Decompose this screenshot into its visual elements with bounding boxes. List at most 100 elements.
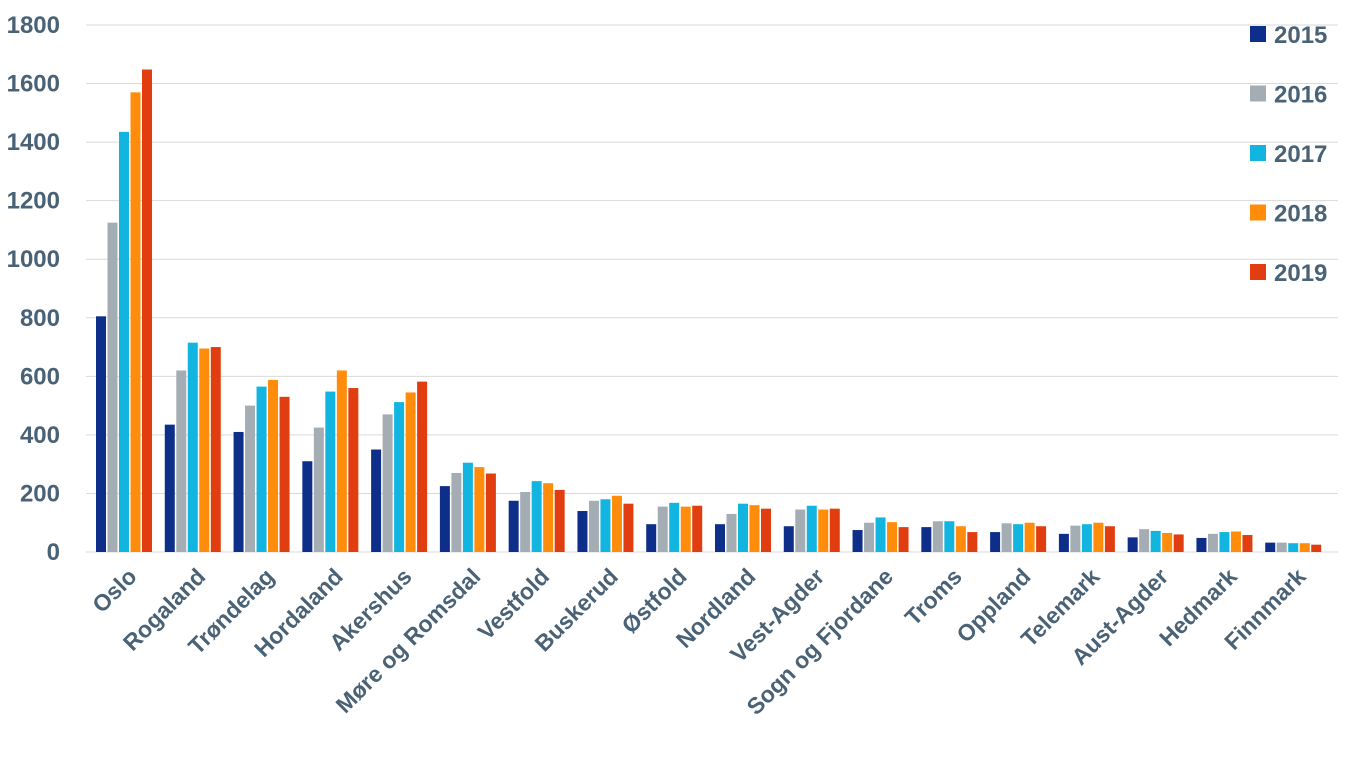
bar-2017-telemark [1081,524,1092,552]
bar-2018-møre-og-romsdal [474,467,485,552]
bar-2015-finnmark [1265,542,1276,552]
bar-2016-trøndelag [245,405,256,552]
bar-2018-troms [955,526,966,552]
bar-2016-møre-og-romsdal [451,472,462,552]
bar-2016-aust-agder [1139,529,1150,552]
bar-2019-oslo [142,69,152,552]
y-axis-ticks: 0 200 400 600 800 1000 1200 1400 1600 1800 [7,12,60,566]
bar-2019-trøndelag [279,396,290,552]
bar-2019-møre-og-romsdal [485,473,496,552]
bar-2019-østfold [692,505,703,552]
y-tick-label: 400 [20,422,60,449]
bar-2019-nordland [761,508,771,552]
bar-2017-sogn-og-fjordane [875,517,886,552]
bar-2018-sogn-og-fjordane [887,522,898,552]
bar-2018-trøndelag [268,379,279,552]
bar-2018-nordland [749,505,760,552]
bar-2017-finnmark [1288,543,1299,552]
bar-2017-rogaland [187,342,198,552]
legend-label: 2015 [1274,22,1327,49]
legend-swatch-2017 [1250,145,1266,161]
bar-2015-aust-agder [1127,537,1138,552]
bar-2015-rogaland [164,424,175,552]
bar-2019-hedmark [1242,535,1253,552]
y-tick-label: 0 [47,539,60,566]
bar-2017-akershus [394,402,405,552]
legend-swatch-2016 [1250,85,1266,102]
bar-2016-hedmark [1207,533,1218,552]
y-tick-label: 600 [20,363,60,390]
bar-2015-troms [921,527,932,552]
bar-2017-oppland [1013,524,1024,552]
bar-2016-vestfold [520,491,531,552]
bar-2018-rogaland [199,348,210,552]
legend-swatch-2019 [1250,264,1266,280]
legend-swatch-2015 [1250,26,1266,42]
bar-2017-buskerud [600,499,611,552]
bar-2017-vest-agder [806,505,817,552]
bar-2016-nordland [726,513,737,552]
bar-2019-aust-agder [1173,534,1184,552]
bar-2016-vest-agder [795,509,806,552]
legend-label: 2018 [1274,201,1327,228]
bar-2018-oslo [130,92,141,552]
bar-2019-hordaland [348,388,359,552]
legend-label: 2016 [1274,82,1327,109]
bar-2019-troms [967,532,978,552]
bar-2015-østfold [646,524,657,552]
bar-2015-sogn-og-fjordane [852,530,863,552]
legend: 2015 2016 2017 2018 2019 [1250,22,1327,287]
bar-2019-buskerud [623,503,634,552]
bar-2015-nordland [715,524,725,552]
bar-2017-hedmark [1219,532,1230,552]
bar-2019-finnmark [1311,544,1322,552]
bar-2016-hordaland [313,427,324,552]
bar-2018-akershus [405,392,416,552]
bar-2019-oppland [1036,526,1047,552]
y-tick-label: 1800 [7,12,60,39]
y-tick-label: 800 [20,305,60,332]
bar-2015-hordaland [302,461,313,552]
bar-2015-hedmark [1196,537,1207,552]
bar-2018-østfold [680,506,691,552]
bar-2018-hordaland [336,370,347,552]
bar-2016-buskerud [588,500,599,552]
x-category-label: Oslo [87,563,142,618]
bar-2018-vest-agder [818,509,829,552]
bar-2015-telemark [1058,533,1069,552]
bar-2016-telemark [1070,525,1081,552]
bar-2015-oslo [96,316,106,552]
bar-2015-møre-og-romsdal [439,486,450,552]
bar-2015-akershus [371,449,382,552]
bars [96,69,1322,552]
x-category-label: Troms [900,563,967,630]
bar-2019-akershus [417,381,428,552]
bar-2016-troms [932,521,943,552]
y-tick-label: 1000 [7,246,60,273]
bar-2017-vestfold [531,481,542,552]
bar-2017-oslo [119,131,129,552]
bar-2018-finnmark [1299,543,1310,552]
bar-2018-buskerud [611,495,622,552]
gridlines [86,24,1338,553]
bar-2019-vest-agder [829,508,840,552]
bar-2016-sogn-og-fjordane [864,522,875,552]
bar-2019-rogaland [210,347,221,552]
bar-2017-nordland [738,503,748,552]
y-tick-label: 200 [20,480,60,507]
bar-2018-oppland [1024,522,1035,552]
bar-2018-telemark [1093,522,1104,552]
bar-2018-hedmark [1230,531,1241,552]
bar-2018-aust-agder [1162,532,1173,552]
bar-2015-oppland [990,532,1001,552]
y-tick-label: 1200 [7,188,60,215]
bar-2018-vestfold [543,483,554,552]
bar-2019-telemark [1104,526,1115,552]
y-tick-label: 1600 [7,71,60,98]
bar-2019-sogn-og-fjordane [898,527,909,552]
legend-label: 2017 [1274,141,1327,168]
bar-2019-vestfold [554,489,565,552]
bar-2016-østfold [657,506,668,552]
bar-2017-aust-agder [1150,530,1161,552]
